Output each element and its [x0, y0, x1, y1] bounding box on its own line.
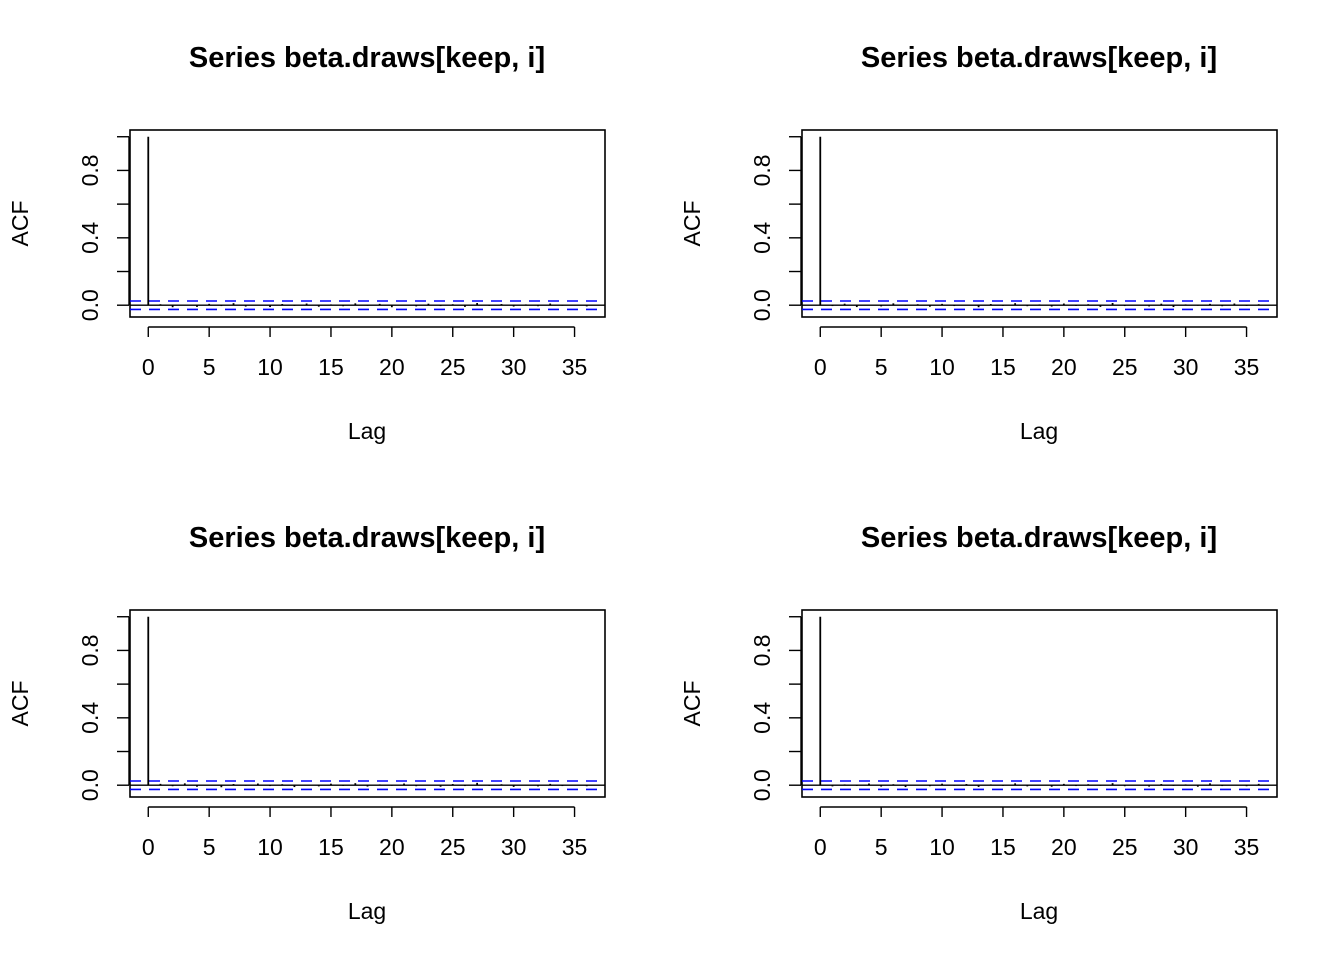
- x-tick-label: 15: [318, 354, 344, 380]
- x-tick-label: 10: [257, 834, 283, 860]
- y-axis-label: ACF: [679, 681, 705, 727]
- x-tick-label: 35: [1234, 354, 1260, 380]
- x-tick-label: 15: [990, 834, 1016, 860]
- x-tick-label: 5: [203, 354, 216, 380]
- x-tick-label: 20: [379, 834, 405, 860]
- acf-panel-4: Series beta.draws[keep, i] 0 5 10 15 20 25 30 35…: [679, 522, 1278, 924]
- x-tick-label: 20: [379, 354, 405, 380]
- chart-title: Series beta.draws[keep, i]: [189, 42, 545, 74]
- y-axis-label: ACF: [7, 201, 33, 247]
- x-tick-label: 5: [203, 834, 216, 860]
- x-tick-label: 25: [1112, 834, 1138, 860]
- plot-frame: [129, 609, 606, 798]
- y-tick-label: 0.8: [77, 634, 103, 666]
- x-tick-label: 35: [1234, 834, 1260, 860]
- x-tick-label: 30: [501, 834, 527, 860]
- plot-frame: [129, 129, 606, 318]
- x-tick-label: 30: [1173, 354, 1199, 380]
- y-tick-label: 0.4: [749, 702, 775, 734]
- x-tick-label: 20: [1051, 354, 1077, 380]
- y-tick-label: 0.0: [77, 769, 103, 801]
- x-tick-label: 10: [929, 354, 955, 380]
- y-tick-label: 0.8: [749, 634, 775, 666]
- x-tick-label: 35: [562, 834, 588, 860]
- x-tick-label: 0: [814, 354, 827, 380]
- chart-title: Series beta.draws[keep, i]: [189, 522, 545, 554]
- x-tick-label: 25: [440, 354, 466, 380]
- plot-frame: [801, 129, 1278, 318]
- y-tick-label: 0.0: [77, 289, 103, 321]
- x-tick-label: 25: [1112, 354, 1138, 380]
- chart-title: Series beta.draws[keep, i]: [861, 42, 1217, 74]
- x-tick-label: 30: [1173, 834, 1199, 860]
- x-tick-label: 15: [990, 354, 1016, 380]
- y-tick-label: 0.0: [749, 289, 775, 321]
- y-tick-label: 0.8: [749, 154, 775, 186]
- y-tick-label: 0.0: [749, 769, 775, 801]
- x-tick-label: 0: [142, 354, 155, 380]
- y-tick-label: 0.4: [749, 222, 775, 254]
- plot-frame: [801, 609, 1278, 798]
- x-tick-label: 25: [440, 834, 466, 860]
- x-tick-label: 20: [1051, 834, 1077, 860]
- x-axis-label: Lag: [1020, 898, 1058, 924]
- y-tick-label: 0.4: [77, 222, 103, 254]
- x-tick-label: 5: [875, 354, 888, 380]
- x-axis-label: Lag: [348, 418, 386, 444]
- acf-panel-1: Series beta.draws[keep, i] 0 5 10 15 20 25 30 35…: [7, 42, 606, 444]
- x-tick-label: 0: [814, 834, 827, 860]
- y-tick-label: 0.4: [77, 702, 103, 734]
- acf-panel-2: Series beta.draws[keep, i] 0 5 10 15 20 25 30 35…: [679, 42, 1278, 444]
- chart-title: Series beta.draws[keep, i]: [861, 522, 1217, 554]
- y-axis-label: ACF: [7, 681, 33, 727]
- x-tick-label: 35: [562, 354, 588, 380]
- x-tick-label: 30: [501, 354, 527, 380]
- x-axis-label: Lag: [1020, 418, 1058, 444]
- acf-panel-3: Series beta.draws[keep, i] 0 5 10 15 20 25 30 35…: [7, 522, 606, 924]
- x-tick-label: 10: [257, 354, 283, 380]
- x-tick-label: 10: [929, 834, 955, 860]
- y-tick-label: 0.8: [77, 154, 103, 186]
- x-axis-label: Lag: [348, 898, 386, 924]
- x-tick-label: 5: [875, 834, 888, 860]
- x-tick-label: 15: [318, 834, 344, 860]
- x-tick-label: 0: [142, 834, 155, 860]
- y-axis-label: ACF: [679, 201, 705, 247]
